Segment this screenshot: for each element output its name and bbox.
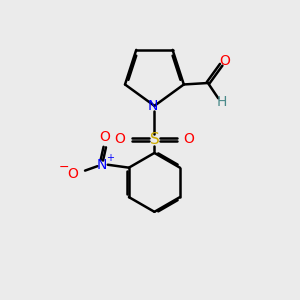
Text: +: + (106, 153, 114, 163)
Text: S: S (149, 132, 159, 147)
Text: O: O (220, 54, 230, 68)
Text: N: N (97, 158, 107, 172)
Text: −: − (59, 160, 70, 174)
Text: O: O (184, 132, 195, 146)
Text: O: O (114, 132, 125, 146)
Text: N: N (148, 99, 158, 113)
Text: O: O (67, 167, 78, 181)
Text: O: O (99, 130, 110, 144)
Text: H: H (217, 95, 227, 109)
